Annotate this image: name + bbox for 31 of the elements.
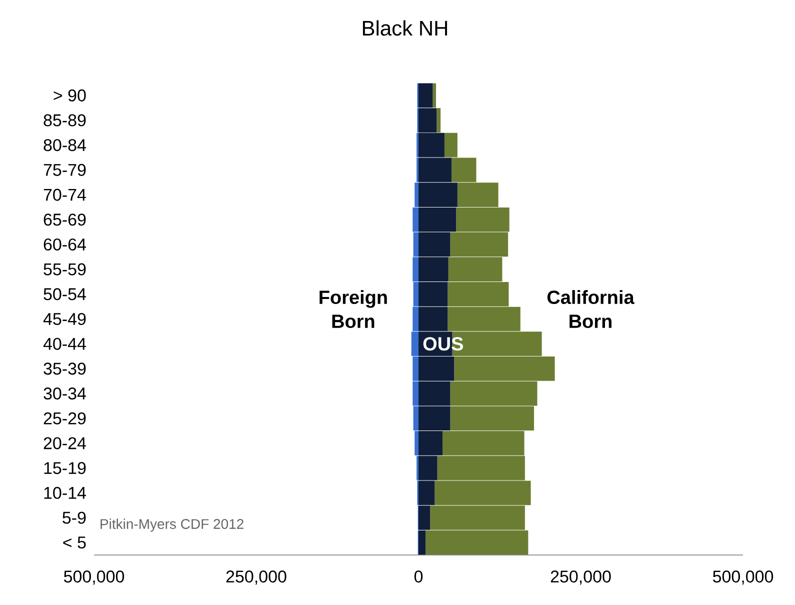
y-tick-label: 30-34: [44, 388, 86, 400]
y-tick-label: 85-89: [44, 114, 86, 126]
y-tick-label: 15-19: [44, 462, 86, 474]
x-tick-label: 250,000: [226, 570, 286, 585]
y-tick-label: > 90: [54, 89, 86, 102]
series-label: California Born: [547, 290, 634, 328]
annotation: Pitkin-Myers CDF 2012: [100, 518, 244, 532]
bar: [432, 83, 436, 108]
y-tick-label: 80-84: [44, 139, 86, 152]
series-label: Foreign Born: [320, 290, 387, 328]
y-tick-label: 75-79: [44, 164, 86, 176]
y-tick-label: 70-74: [44, 188, 86, 201]
y-tick-label: 45-49: [43, 312, 86, 326]
series-label: OUS: [423, 337, 464, 351]
x-tick-label: 500,000: [712, 570, 774, 585]
y-tick-label: 25-29: [44, 412, 86, 424]
y-tick-label: 10-14: [44, 486, 86, 499]
y-tick-label: 20-24: [44, 437, 86, 450]
x-tick-label: 0: [414, 570, 423, 583]
y-tick-label: 55-59: [44, 263, 86, 276]
y-tick-label: < 5: [63, 536, 86, 549]
y-tick-label: 35-39: [44, 362, 86, 375]
x-tick-label: 500,000: [64, 570, 124, 585]
y-tick-label: 5-9: [62, 512, 86, 524]
y-tick-label: 40-44: [43, 338, 86, 350]
bar: [436, 108, 441, 132]
x-tick-label: 250,000: [550, 570, 611, 585]
y-tick-label: 60-64: [44, 238, 86, 250]
y-tick-label: 65-69: [44, 214, 86, 226]
chart-title: Black NH: [362, 20, 448, 36]
y-tick-label: 50-54: [44, 288, 86, 300]
